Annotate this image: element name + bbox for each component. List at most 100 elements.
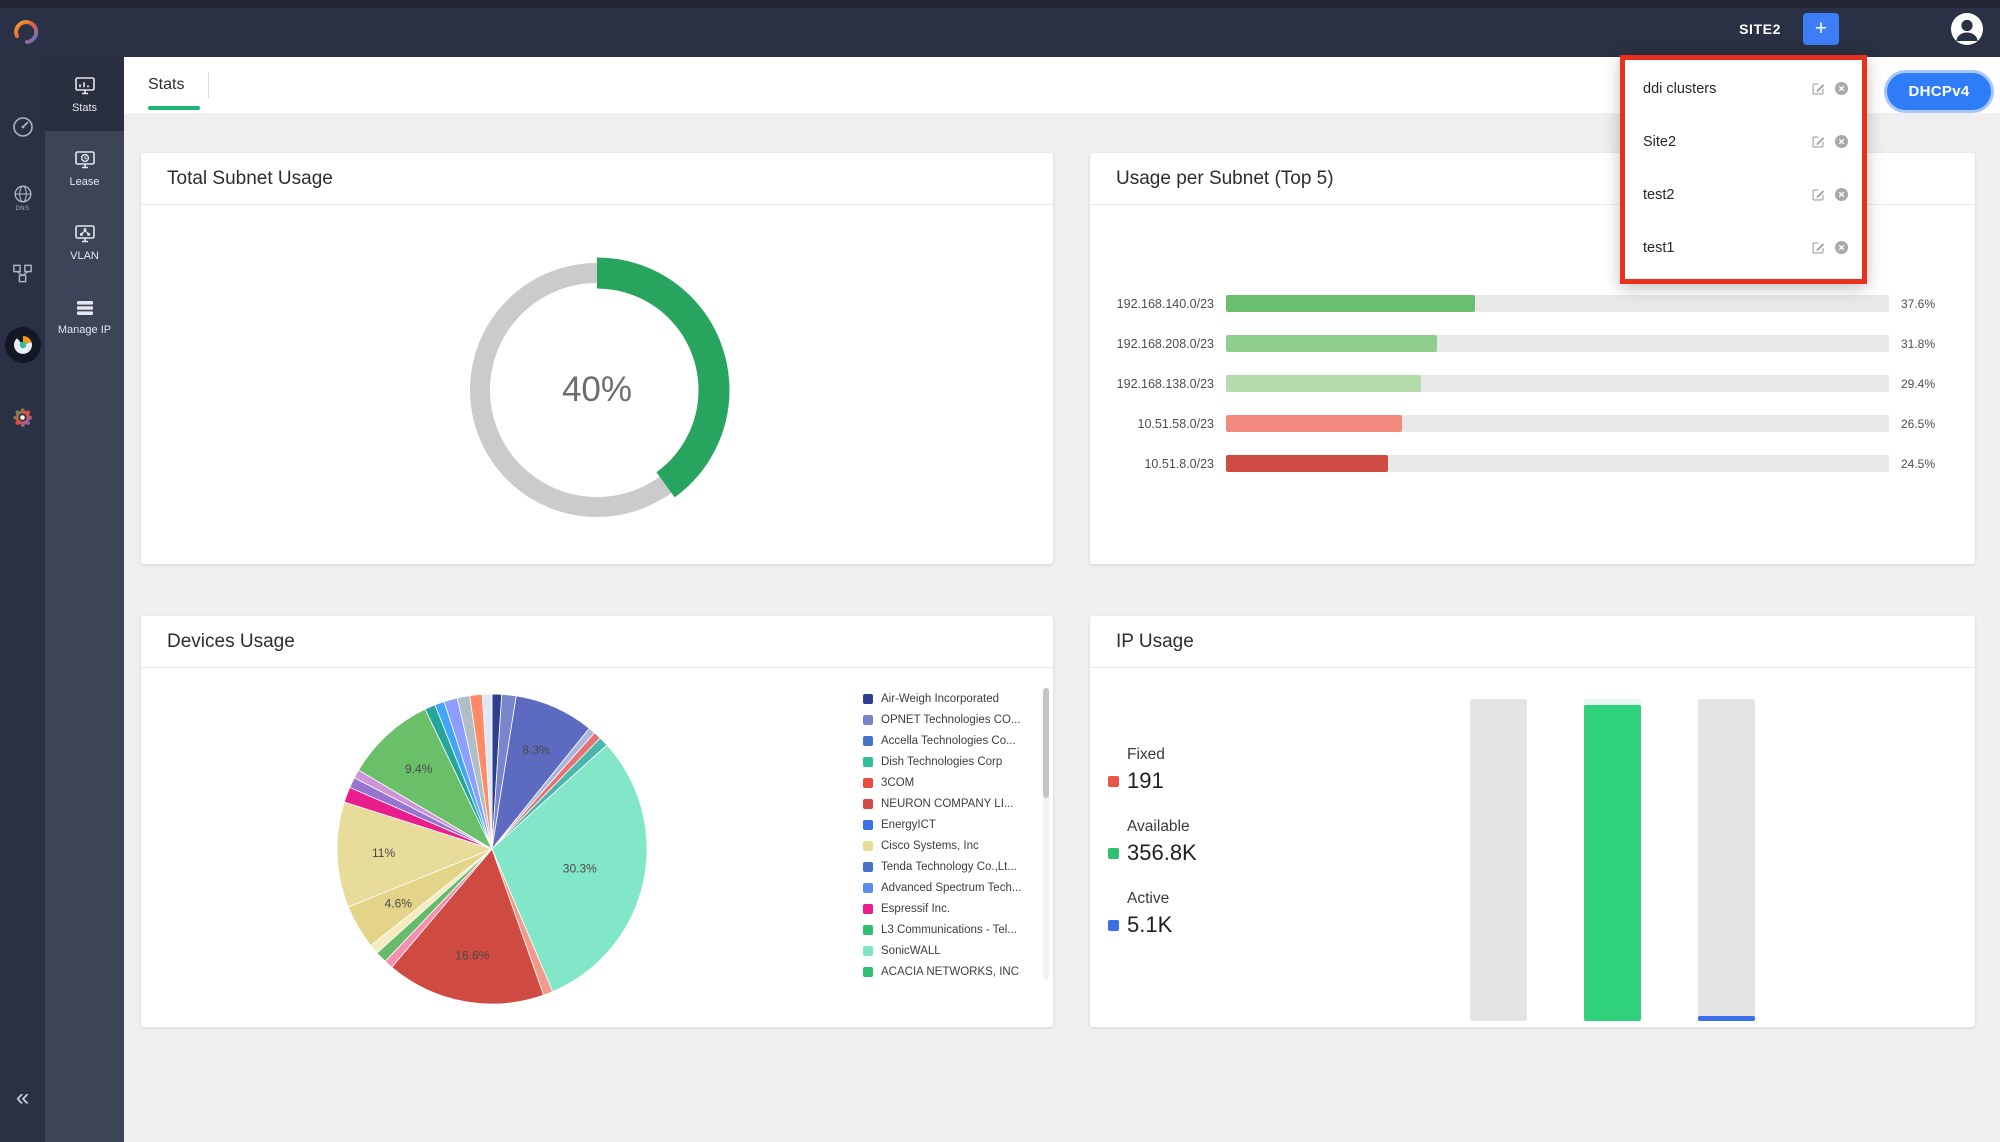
card-header: Devices Usage <box>141 616 1053 668</box>
legend-item[interactable]: SonicWALL <box>863 940 1037 961</box>
sidebar-item-vlan[interactable]: VLAN <box>45 205 124 279</box>
legend-scrollbar-thumb[interactable] <box>1043 688 1049 798</box>
pie-slice <box>481 693 493 850</box>
legend-item[interactable]: Dish Technologies Corp <box>863 751 1037 772</box>
legend-label: Accella Technologies Co... <box>881 734 1016 747</box>
legend-item[interactable]: ACACIA NETWORKS, INC <box>863 961 1037 980</box>
user-avatar[interactable] <box>1949 11 1985 47</box>
subnet-percent: 29.4% <box>1901 376 1936 391</box>
site-name: ddi clusters <box>1643 80 1717 97</box>
window-strip <box>0 0 2000 8</box>
site-row-actions <box>1811 240 1849 255</box>
site-row-actions <box>1811 81 1849 96</box>
ip-stat-value: 191 <box>1127 768 1164 793</box>
legend-swatch <box>863 924 873 935</box>
site-dropdown-item[interactable]: test2 <box>1625 168 1862 221</box>
gear-icon <box>13 408 32 427</box>
edit-site-icon[interactable] <box>1811 134 1826 149</box>
legend-swatch <box>863 966 873 977</box>
site-dropdown-item[interactable]: Site2 <box>1625 115 1862 168</box>
legend-swatch <box>863 903 873 914</box>
site-name: test1 <box>1643 239 1675 256</box>
lease-monitor-icon <box>74 151 95 169</box>
legend-item[interactable]: OPNET Technologies CO... <box>863 709 1037 730</box>
site-dropdown-item[interactable]: test1 <box>1625 221 1862 274</box>
add-site-button[interactable]: + <box>1803 12 1839 45</box>
site-dropdown-item[interactable]: ddi clusters <box>1625 62 1862 115</box>
site-name: test2 <box>1643 186 1675 203</box>
rail-item-settings[interactable] <box>0 397 45 437</box>
subnet-bar-fill <box>1226 415 1402 432</box>
donut-percentage: 40% <box>561 370 633 409</box>
edit-site-icon[interactable] <box>1811 240 1826 255</box>
legend-swatch <box>863 882 873 893</box>
site-selector[interactable]: SITE2 <box>1739 20 1781 37</box>
subnet-percent: 26.5% <box>1901 416 1936 431</box>
topology-icon <box>13 264 32 282</box>
stats-monitor-icon <box>74 77 95 95</box>
topbar: SITE2 + <box>0 0 2000 57</box>
card-header: Total Subnet Usage <box>141 153 1053 205</box>
legend-item[interactable]: Cisco Systems, Inc <box>863 835 1037 856</box>
dhcpv4-badge[interactable]: DHCPv4 <box>1884 70 1994 113</box>
legend-item[interactable]: NEURON COMPANY LI... <box>863 793 1037 814</box>
edit-site-icon[interactable] <box>1811 187 1826 202</box>
subnet-bar-track <box>1226 415 1889 432</box>
subnet-bar-fill <box>1226 335 1437 352</box>
card-title: IP Usage <box>1116 630 1194 652</box>
pie-slice-label: 11% <box>372 846 395 860</box>
subnet-bar-fill <box>1226 455 1389 472</box>
legend-item[interactable]: EnergyICT <box>863 814 1037 835</box>
sidebar-item-label: Lease <box>69 176 100 188</box>
sidebar-item-label: VLAN <box>70 250 99 262</box>
site-row-actions <box>1811 187 1849 202</box>
subnet-bar-track <box>1226 335 1889 352</box>
legend-item[interactable]: L3 Communications - Tel... <box>863 919 1037 940</box>
legend-item[interactable]: 3COM <box>863 772 1037 793</box>
collapse-sidebar-button[interactable]: « <box>15 1084 30 1111</box>
site-row-actions <box>1811 134 1849 149</box>
legend-label: Dish Technologies Corp <box>881 755 1003 768</box>
legend-label: OPNET Technologies CO... <box>881 713 1021 726</box>
legend-label: NEURON COMPANY LI... <box>881 797 1014 810</box>
legend-item[interactable]: Espressif Inc. <box>863 898 1037 919</box>
delete-site-icon[interactable] <box>1834 134 1849 149</box>
subnet-bar-track <box>1226 455 1889 472</box>
subnet-bar-track <box>1226 375 1889 392</box>
legend-label: L3 Communications - Tel... <box>881 923 1017 936</box>
legend-swatch <box>863 735 873 746</box>
card-title: Total Subnet Usage <box>167 167 333 189</box>
ip-usage-stats: Fixed 191 Available 356.8K Active 5.1K <box>1108 746 1197 962</box>
ip-usage-bars <box>1470 699 1755 1021</box>
subnet-row: 192.168.140.0/23 37.6% <box>1108 295 1951 312</box>
rail-item-dashboard[interactable] <box>0 107 45 147</box>
rail-item-topology[interactable] <box>0 253 45 293</box>
brand-logo-icon[interactable] <box>10 16 42 48</box>
rail-item-ipam-active[interactable] <box>0 325 45 365</box>
subnet-row: 10.51.58.0/23 26.5% <box>1108 415 1951 432</box>
sidebar-item-label: Stats <box>71 102 98 114</box>
legend-label: Air-Weigh Incorporated <box>881 692 1000 705</box>
delete-site-icon[interactable] <box>1834 240 1849 255</box>
legend-item[interactable]: Accella Technologies Co... <box>863 730 1037 751</box>
tab-stats[interactable]: Stats <box>148 57 200 113</box>
legend-label: Espressif Inc. <box>881 902 951 915</box>
pie-slice-label: 16.6% <box>455 949 489 963</box>
subnet-label: 10.51.58.0/23 <box>1137 416 1214 431</box>
legend-swatch <box>863 756 873 767</box>
delete-site-icon[interactable] <box>1834 81 1849 96</box>
subnet-bar-fill <box>1226 295 1476 312</box>
legend-scrollbar[interactable] <box>1043 688 1049 980</box>
legend-item[interactable]: Air-Weigh Incorporated <box>863 688 1037 709</box>
delete-site-icon[interactable] <box>1834 187 1849 202</box>
edit-site-icon[interactable] <box>1811 81 1826 96</box>
sidebar-item-lease[interactable]: Lease <box>45 131 124 205</box>
legend-label: Advanced Spectrum Tech... <box>881 881 1022 894</box>
ip-stat-label: Available <box>1127 818 1190 835</box>
ip-stat: Available 356.8K <box>1108 818 1197 866</box>
sidebar-item-manage-ip[interactable]: Manage IP <box>45 279 124 353</box>
sidebar-item-stats[interactable]: Stats <box>45 57 124 131</box>
legend-item[interactable]: Tenda Technology Co.,Lt... <box>863 856 1037 877</box>
rail-item-dns[interactable]: DNS <box>0 177 45 217</box>
legend-item[interactable]: Advanced Spectrum Tech... <box>863 877 1037 898</box>
